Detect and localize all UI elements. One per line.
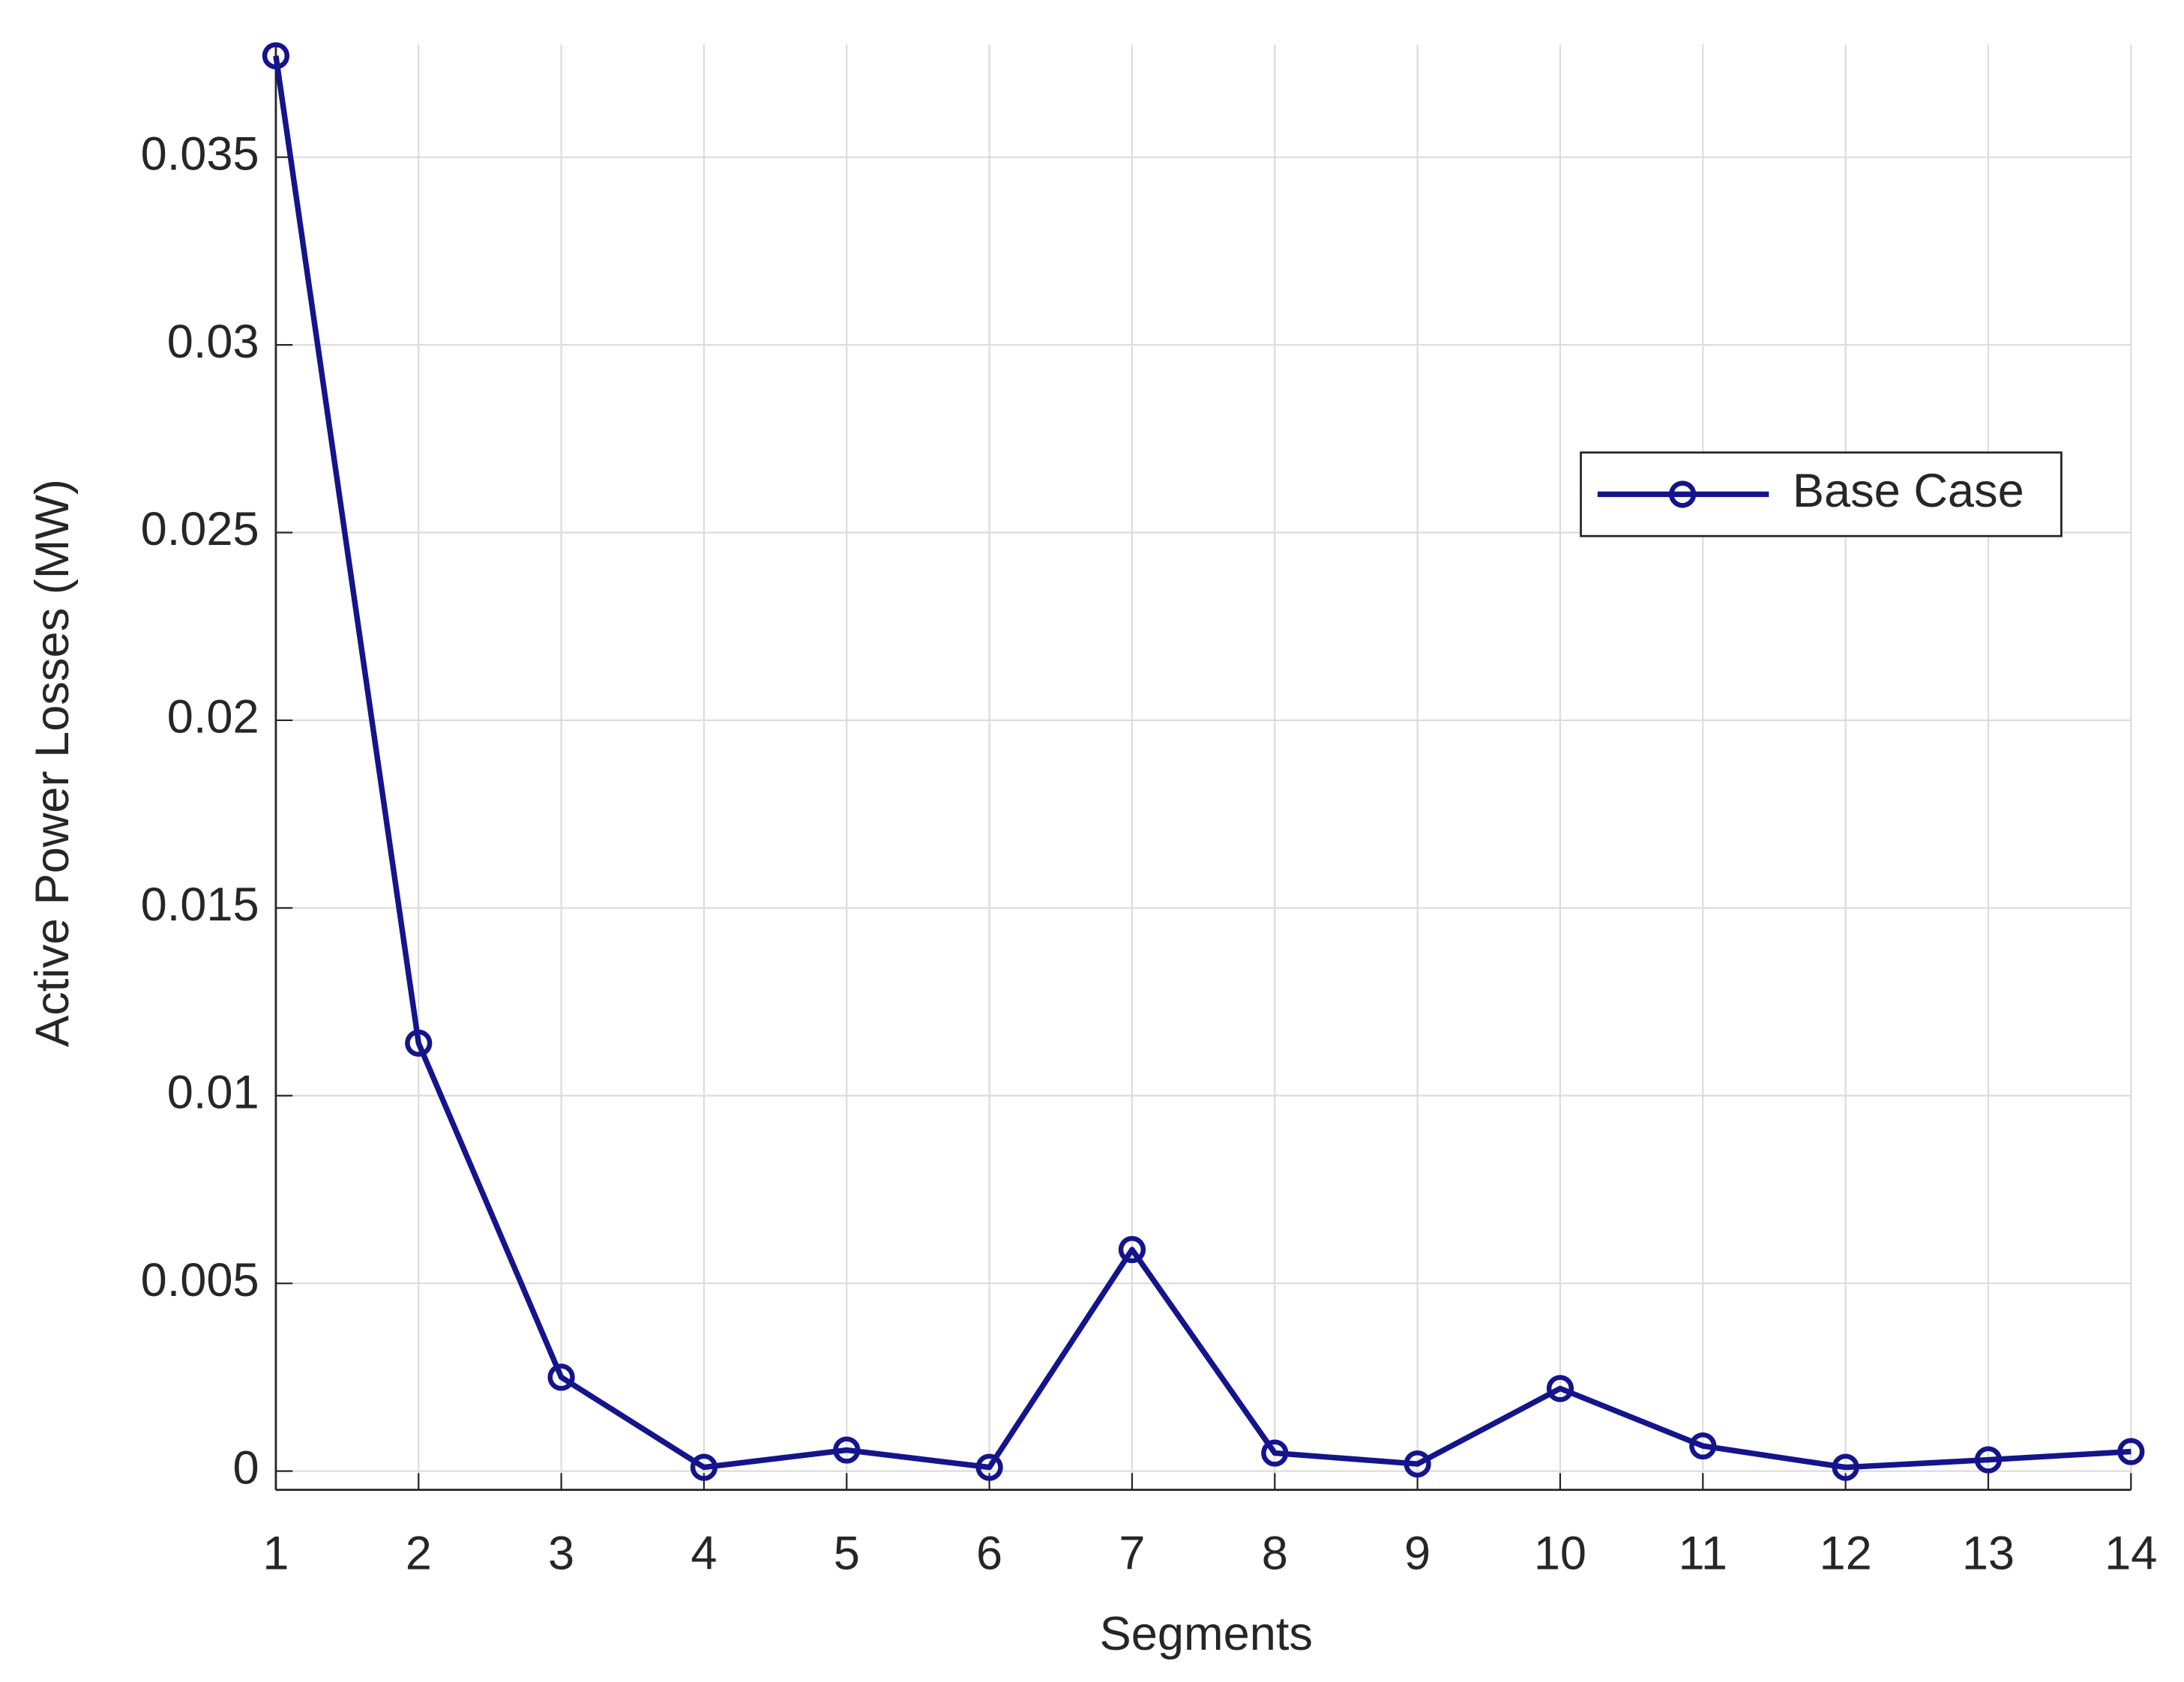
data-point bbox=[1261, 1439, 1289, 1467]
x-tick-label: 7 bbox=[1119, 1528, 1145, 1580]
y-tick-label: 0.015 bbox=[141, 878, 259, 931]
data-point bbox=[1404, 1450, 1431, 1478]
y-tick-label: 0.02 bbox=[167, 691, 259, 744]
x-axis-label: Segments bbox=[1100, 1608, 1313, 1660]
x-tick-label: 13 bbox=[1962, 1528, 2015, 1580]
y-tick-label: 0.005 bbox=[141, 1254, 259, 1306]
x-tick-label: 6 bbox=[976, 1528, 1002, 1580]
y-tick-label: 0.025 bbox=[141, 503, 259, 555]
data-point bbox=[1546, 1375, 1574, 1402]
x-tick-label: 9 bbox=[1404, 1528, 1431, 1580]
data-point bbox=[690, 1453, 718, 1481]
data-point bbox=[547, 1363, 575, 1391]
x-tick-label: 14 bbox=[2105, 1528, 2157, 1580]
data-point bbox=[975, 1453, 1003, 1481]
data-point bbox=[833, 1436, 861, 1464]
x-tick-label: 10 bbox=[1534, 1528, 1586, 1580]
y-tick-label: 0.035 bbox=[141, 127, 259, 180]
data-point bbox=[262, 42, 290, 70]
plot-area bbox=[275, 44, 2132, 1490]
x-tick-label: 4 bbox=[691, 1528, 717, 1580]
legend-label: Base Case bbox=[1793, 465, 2024, 517]
legend: Base Case bbox=[1580, 451, 2063, 537]
x-tick-label: 11 bbox=[1679, 1528, 1728, 1580]
x-tick-label: 1 bbox=[262, 1528, 289, 1580]
x-tick-label: 3 bbox=[548, 1528, 574, 1580]
data-point bbox=[405, 1029, 433, 1057]
y-tick-label: 0 bbox=[233, 1441, 259, 1494]
y-tick-label: 0.03 bbox=[167, 316, 259, 368]
x-tick-label: 8 bbox=[1262, 1528, 1288, 1580]
data-point bbox=[2117, 1438, 2145, 1465]
y-tick-label: 0.01 bbox=[167, 1066, 259, 1118]
x-tick-label: 2 bbox=[406, 1528, 432, 1580]
y-axis-label: Active Power Losses (MW) bbox=[26, 479, 79, 1047]
data-point bbox=[1832, 1453, 1859, 1481]
x-tick-label: 5 bbox=[834, 1528, 860, 1580]
data-point bbox=[1974, 1446, 2003, 1474]
data-point bbox=[1118, 1236, 1146, 1264]
data-point bbox=[1689, 1432, 1717, 1460]
legend-marker bbox=[1669, 480, 1697, 508]
x-tick-label: 12 bbox=[1819, 1528, 1871, 1580]
data-line bbox=[273, 55, 2132, 1471]
